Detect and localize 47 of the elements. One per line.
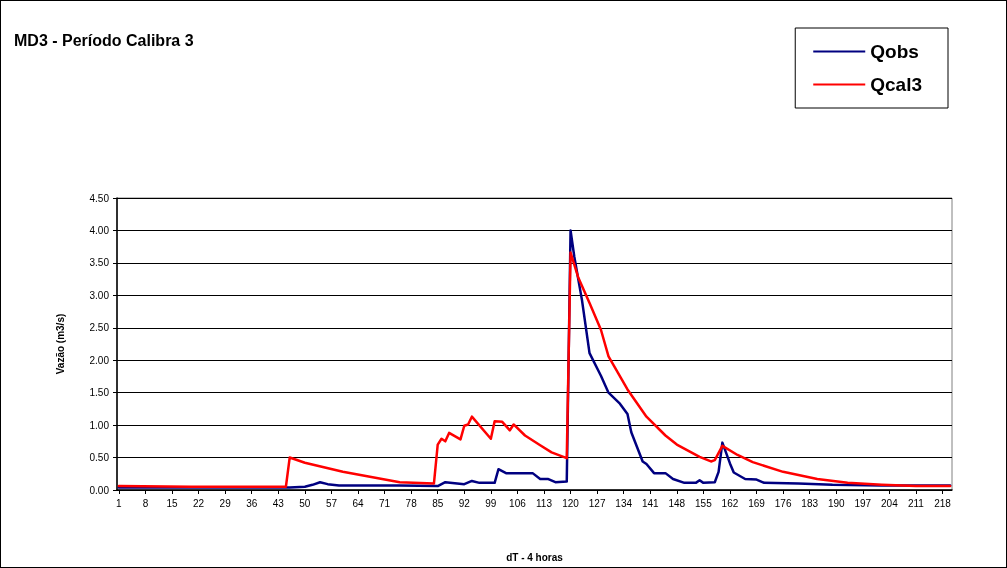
x-tick-label: 22: [193, 497, 205, 509]
chart-title: MD3 - Período Calibra 3: [14, 31, 194, 49]
y-tick-label: 0.50: [89, 452, 110, 464]
y-tick-label: 3.00: [89, 289, 110, 301]
y-tick-label: 1.00: [89, 419, 110, 431]
x-tick-label: 155: [695, 497, 713, 509]
y-tick-label: 4.00: [89, 224, 110, 236]
x-tick-label: 190: [827, 497, 846, 509]
y-axis-title: Vazão (m3/s): [54, 313, 66, 375]
x-tick-label: 29: [219, 497, 232, 509]
x-tick-label: 127: [588, 497, 606, 509]
x-tick-label: 197: [854, 497, 872, 509]
x-axis-title: dT - 4 horas: [506, 551, 564, 563]
y-tick-label: 2.50: [89, 322, 110, 334]
x-tick-label: 106: [509, 497, 527, 509]
x-tick-label: 134: [615, 497, 633, 509]
y-tick-label: 4.50: [89, 192, 110, 204]
x-tick-label: 15: [166, 497, 179, 509]
x-tick-label: 113: [536, 497, 553, 509]
x-tick-label: 57: [325, 497, 338, 509]
x-tick-label: 92: [458, 497, 471, 509]
x-tick-label: 71: [379, 497, 391, 509]
x-tick-label: 43: [272, 497, 285, 509]
x-tick-label: 162: [721, 497, 739, 509]
y-tick-label: 2.00: [89, 354, 110, 366]
x-tick-label: 64: [352, 497, 365, 509]
x-tick-label: 1: [116, 497, 123, 509]
x-tick-label: 218: [934, 497, 952, 509]
x-tick-label: 99: [485, 497, 497, 509]
legend-label: Qobs: [870, 41, 919, 62]
x-tick-label: 8: [142, 497, 149, 509]
x-tick-label: 78: [405, 497, 418, 509]
x-tick-label: 211: [907, 497, 925, 509]
x-tick-label: 204: [881, 497, 899, 509]
x-tick-label: 36: [246, 497, 258, 509]
x-tick-label: 120: [562, 497, 580, 509]
x-tick-label: 183: [801, 497, 819, 509]
x-tick-label: 141: [641, 497, 660, 509]
x-tick-label: 50: [299, 497, 311, 509]
x-tick-label: 176: [774, 497, 792, 509]
x-tick-label: 85: [432, 497, 444, 509]
y-tick-label: 3.50: [89, 257, 110, 269]
x-tick-label: 148: [668, 497, 686, 509]
y-tick-label: 1.50: [89, 387, 110, 399]
y-tick-label: 0.00: [89, 484, 110, 496]
x-tick-label: 169: [748, 497, 766, 509]
legend-label: Qcal3: [870, 74, 923, 95]
